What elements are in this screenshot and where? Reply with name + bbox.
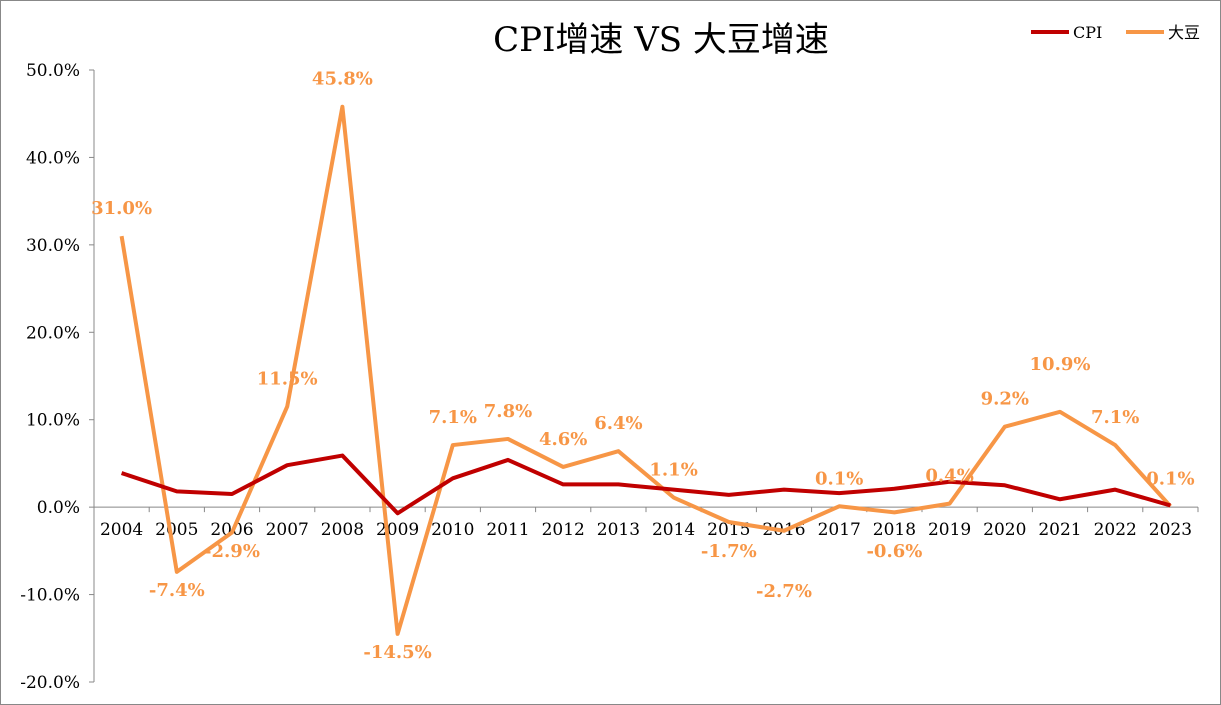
data-label: 11.5%: [257, 369, 318, 390]
y-tick-label: -10.0%: [20, 586, 80, 606]
data-label: 0.1%: [815, 468, 863, 489]
axes: -20.0% -10.0% 0.0% 10.0% 20.0% 30.0% 40.0% 50.0…: [20, 61, 1199, 693]
x-tick-label: 2004: [100, 520, 143, 540]
y-tick-label: -20.0%: [20, 673, 80, 693]
series-lines: [119, 104, 1172, 636]
x-tick-label: 2021: [1038, 520, 1081, 540]
x-tick-label: 2023: [1149, 520, 1192, 540]
data-label: -0.6%: [866, 541, 922, 562]
data-label: -14.5%: [363, 642, 431, 663]
x-tick-label: 2019: [928, 520, 971, 540]
data-label: 1.1%: [649, 460, 697, 481]
x-tick-label: 2014: [652, 520, 695, 540]
data-label: 31.0%: [91, 198, 152, 219]
series-line-cpi: [120, 453, 1171, 516]
data-label: 45.8%: [312, 69, 373, 90]
x-tick-label: 2018: [873, 520, 916, 540]
data-label: -2.7%: [756, 581, 812, 602]
data-label: -7.4%: [149, 580, 205, 601]
x-tick-label: 2020: [983, 520, 1026, 540]
y-tick-label: 50.0%: [26, 61, 80, 81]
data-labels: 31.0% -7.4% -2.9% 11.5% 45.8% -14.5% 7.1% 7.8% 4…: [91, 69, 1194, 663]
data-label: 7.1%: [429, 407, 477, 428]
data-label: -2.9%: [204, 541, 260, 562]
y-tick-label: 10.0%: [26, 411, 80, 431]
x-tick-label: 2011: [486, 520, 529, 540]
y-tick-label: 0.0%: [37, 498, 80, 518]
chart-title: CPI增速 VS 大豆增速: [493, 20, 829, 60]
y-tick-label: 30.0%: [26, 236, 80, 256]
data-label: 6.4%: [594, 413, 642, 434]
legend-label: 大豆: [1168, 23, 1200, 42]
x-tick-label: 2017: [818, 520, 861, 540]
data-label: -1.7%: [701, 541, 757, 562]
legend: CPI 大豆: [1031, 23, 1200, 42]
data-label: 9.2%: [981, 389, 1029, 410]
data-label: 7.1%: [1091, 407, 1139, 428]
series-line-soybean: [119, 104, 1172, 636]
x-tick-label: 2005: [155, 520, 198, 540]
y-tick-label: 40.0%: [26, 148, 80, 168]
legend-label: CPI: [1073, 23, 1102, 42]
x-tick-label: 2007: [266, 520, 309, 540]
x-tick-label: 2008: [321, 520, 364, 540]
x-tick-label: 2022: [1094, 520, 1137, 540]
x-tick-label: 2010: [431, 520, 474, 540]
x-tick-label: 2012: [542, 520, 585, 540]
data-label: 0.1%: [1146, 468, 1194, 489]
x-tick-label: 2009: [376, 520, 419, 540]
data-label: 0.4%: [925, 466, 973, 487]
y-tick-label: 20.0%: [26, 323, 80, 343]
data-label: 10.9%: [1030, 354, 1091, 375]
x-tick-label: 2013: [597, 520, 640, 540]
data-label: 7.8%: [484, 401, 532, 422]
data-label: 4.6%: [539, 429, 587, 450]
